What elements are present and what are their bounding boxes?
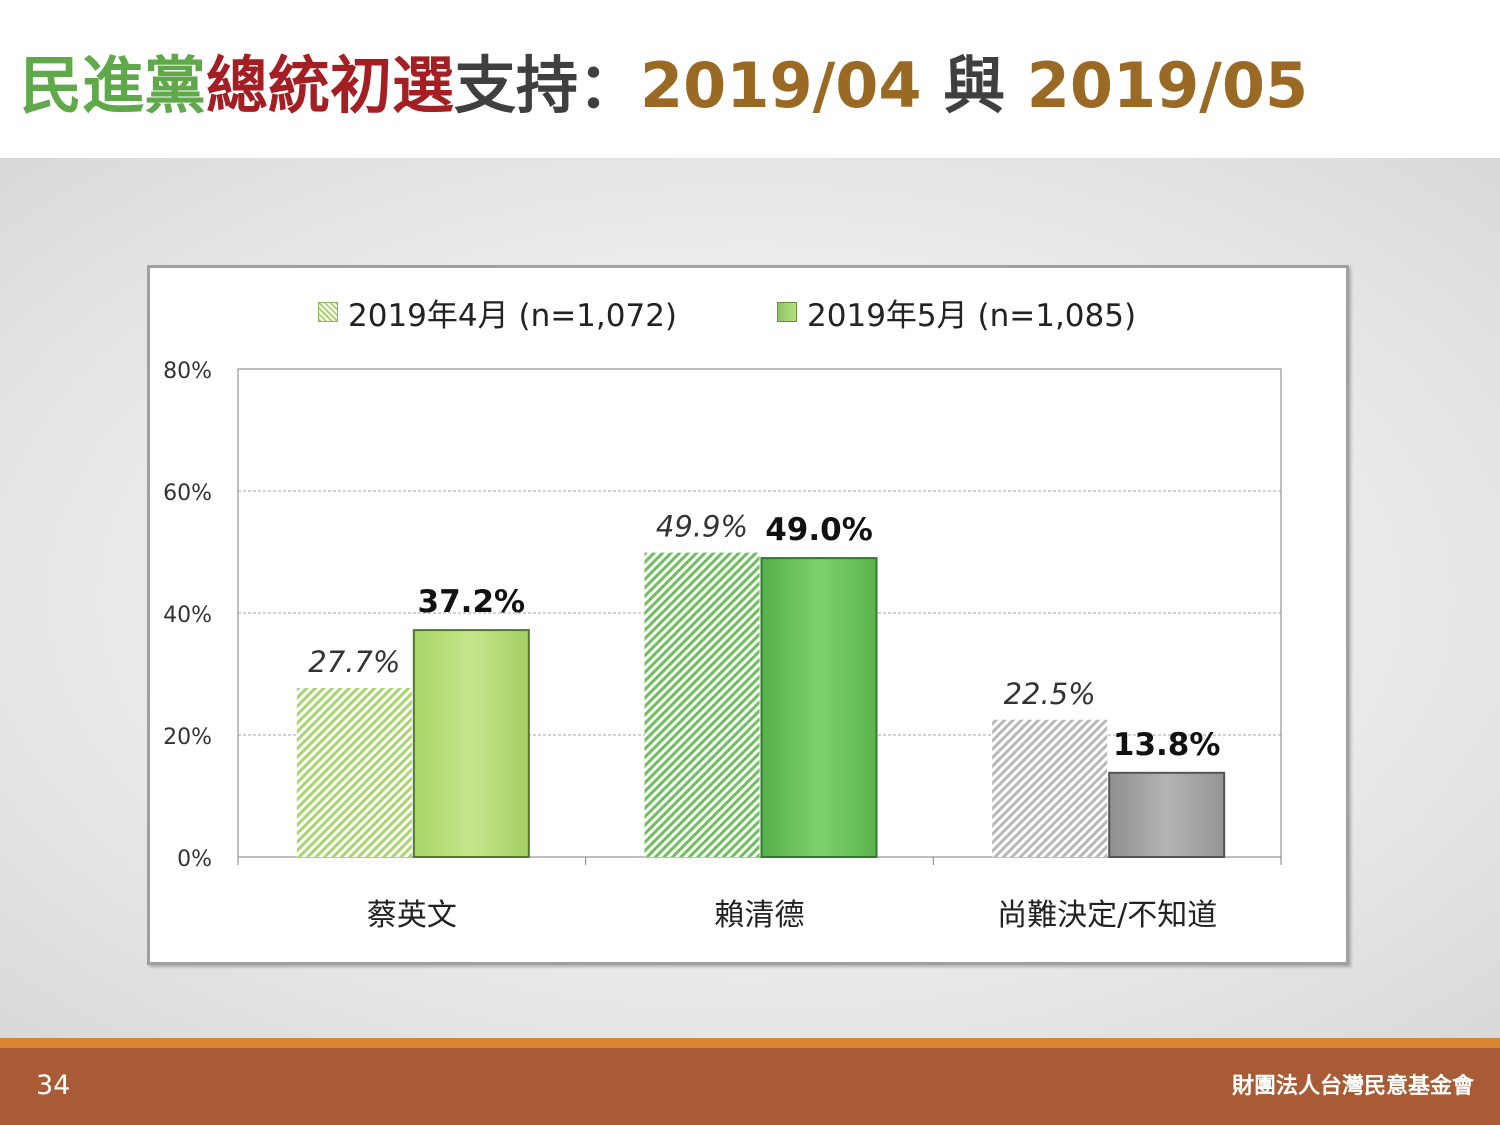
- title-party: 民進黨: [20, 49, 207, 122]
- bar-may: [412, 629, 530, 859]
- legend-swatch-may: [777, 302, 798, 322]
- bar-may: [760, 557, 878, 858]
- bar-may: [1108, 771, 1226, 859]
- legend-item-may: 2019年5月 (n=1,085): [777, 290, 1136, 335]
- legend-label-may: 2019年5月 (n=1,085): [807, 297, 1137, 334]
- data-label-april: 22.5%: [1004, 677, 1096, 711]
- title-date-may: 2019/05: [1026, 49, 1309, 122]
- y-tick-label: 80%: [163, 359, 212, 384]
- title-support: 支持：: [454, 49, 641, 122]
- y-tick-label: 0%: [177, 847, 212, 872]
- page-number: 34: [36, 1070, 71, 1101]
- labels: 0% 20% 40% 60% 80% 27.7% 37.2% 蔡英文 49.9% 49.0% 賴清德…: [163, 359, 1220, 933]
- slide-title: 民進黨總統初選支持：2019/04 與 2019/05: [20, 46, 1308, 126]
- bar-april: [992, 719, 1108, 857]
- footer-bar: [0, 1048, 1500, 1125]
- title-primary: 總統初選: [206, 49, 455, 122]
- data-label-may: 37.2%: [418, 584, 526, 620]
- bar-april: [644, 552, 760, 857]
- data-label-may: 13.8%: [1113, 727, 1221, 763]
- organization-name: 財團法人台灣民意基金會: [1231, 1074, 1474, 1099]
- bar-april: [296, 688, 412, 857]
- x-category-label: 賴清德: [715, 898, 805, 933]
- data-label-april: 49.9%: [656, 510, 748, 544]
- footer-stripe: [0, 1038, 1500, 1048]
- data-label-may: 49.0%: [765, 512, 873, 548]
- bars: [296, 552, 1226, 859]
- legend-swatch-april: [318, 302, 338, 322]
- title-date-april: 2019/04: [640, 49, 922, 122]
- title-area: 民進黨總統初選支持：2019/04 與 2019/05: [0, 0, 1500, 158]
- x-category-label: 尚難決定/不知道: [997, 898, 1217, 933]
- title-and: 與: [921, 49, 1027, 122]
- y-tick-label: 60%: [163, 481, 212, 506]
- chart-legend: 2019年4月 (n=1,072) 2019年5月 (n=1,085): [318, 290, 1136, 335]
- x-category-label: 蔡英文: [367, 898, 457, 933]
- data-label-april: 27.7%: [308, 645, 400, 679]
- legend-label-april: 2019年4月 (n=1,072): [348, 297, 678, 334]
- y-tick-label: 40%: [163, 603, 212, 628]
- y-tick-label: 20%: [163, 725, 212, 750]
- legend-item-april: 2019年4月 (n=1,072): [318, 290, 677, 335]
